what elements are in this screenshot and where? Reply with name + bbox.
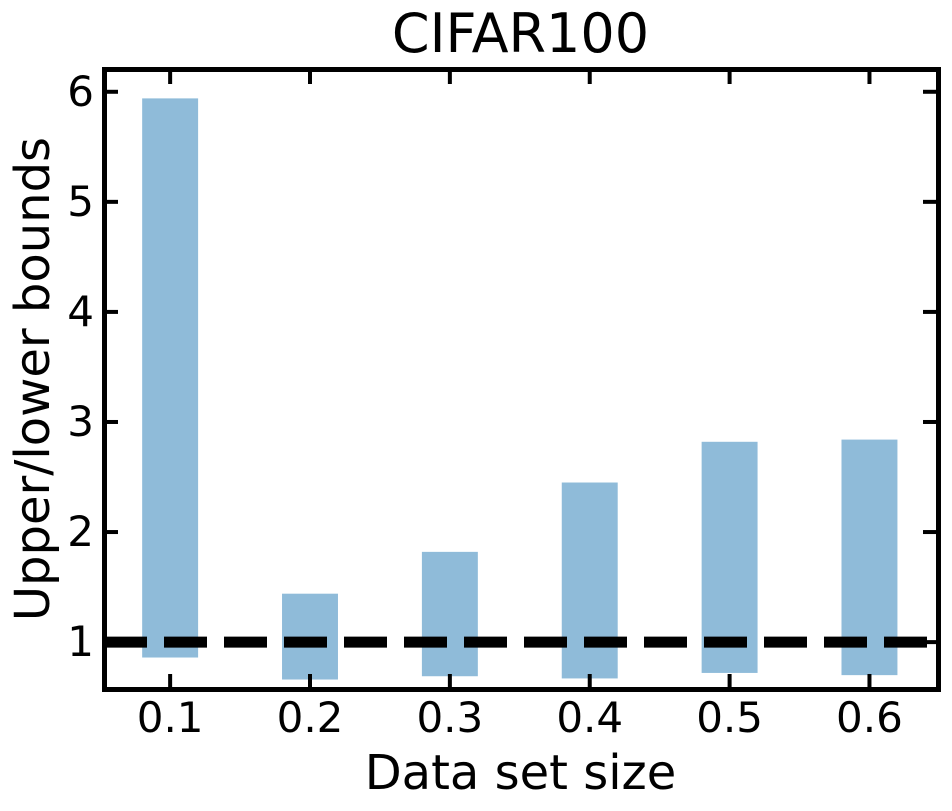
x-tick-label: 0.3 — [416, 693, 484, 742]
axes-spines — [102, 67, 941, 692]
x-axis-label: Data set size — [364, 745, 677, 801]
x-tick-label: 0.4 — [556, 693, 624, 742]
bar-0.1 — [142, 98, 199, 658]
bar-0.5 — [701, 441, 758, 673]
y-tick-label: 4 — [67, 286, 94, 336]
y-tick-label: 1 — [67, 617, 94, 667]
bar-0.4 — [561, 482, 618, 679]
bar-0.2 — [282, 593, 338, 680]
y-tick-label: 6 — [67, 66, 94, 116]
bar-0.3 — [421, 551, 478, 677]
y-tick-label: 5 — [67, 176, 94, 226]
x-tick-label: 0.1 — [136, 693, 204, 742]
x-tick-label: 0.2 — [276, 693, 344, 742]
y-tick-label: 3 — [67, 396, 94, 446]
bar-0.6 — [841, 439, 898, 676]
x-tick-label: 0.5 — [696, 693, 763, 742]
chart-title: CIFAR100 — [391, 2, 650, 65]
x-tick-label: 0.6 — [836, 693, 903, 742]
y-tick-label: 2 — [67, 507, 94, 557]
